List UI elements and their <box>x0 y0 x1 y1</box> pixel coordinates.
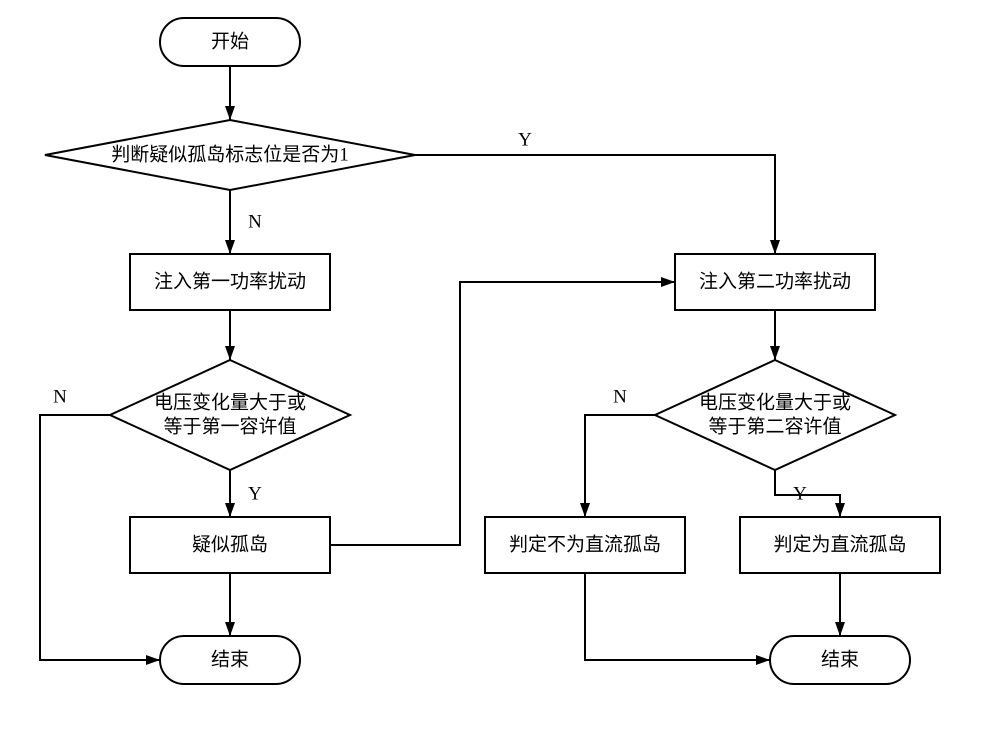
svg-text:电压变化量大于或: 电压变化量大于或 <box>699 392 851 414</box>
svg-text:电压变化量大于或: 电压变化量大于或 <box>154 392 306 414</box>
svg-text:Y: Y <box>793 484 807 505</box>
svg-text:开始: 开始 <box>211 31 249 53</box>
svg-text:结束: 结束 <box>211 649 249 671</box>
svg-text:判定不为直流孤岛: 判定不为直流孤岛 <box>509 534 661 556</box>
nodes-layer <box>45 18 940 684</box>
svg-text:注入第二功率扰动: 注入第二功率扰动 <box>699 271 851 293</box>
edge-2 <box>415 155 775 254</box>
svg-text:结束: 结束 <box>821 649 859 671</box>
edge-10 <box>775 470 840 517</box>
edge-9 <box>585 415 655 517</box>
svg-text:N: N <box>248 212 262 233</box>
node-dec_v2 <box>655 360 895 470</box>
svg-text:Y: Y <box>248 484 262 505</box>
flowchart-canvas: NYYNNY开始判断疑似孤岛标志位是否为1注入第一功率扰动电压变化量大于或等于第… <box>0 0 1000 734</box>
svg-text:Y: Y <box>518 130 532 151</box>
svg-text:注入第一功率扰动: 注入第一功率扰动 <box>154 271 306 293</box>
svg-text:等于第一容许值: 等于第一容许值 <box>163 416 296 438</box>
svg-text:N: N <box>613 387 627 408</box>
svg-text:判定为直流孤岛: 判定为直流孤岛 <box>773 534 906 556</box>
edge-12 <box>585 573 770 660</box>
svg-text:判断疑似孤岛标志位是否为1: 判断疑似孤岛标志位是否为1 <box>111 144 349 166</box>
svg-text:N: N <box>53 387 67 408</box>
node-dec_v1 <box>110 360 350 470</box>
edge-7 <box>330 282 675 545</box>
svg-text:等于第二容许值: 等于第二容许值 <box>708 416 841 438</box>
svg-text:疑似孤岛: 疑似孤岛 <box>192 534 268 556</box>
